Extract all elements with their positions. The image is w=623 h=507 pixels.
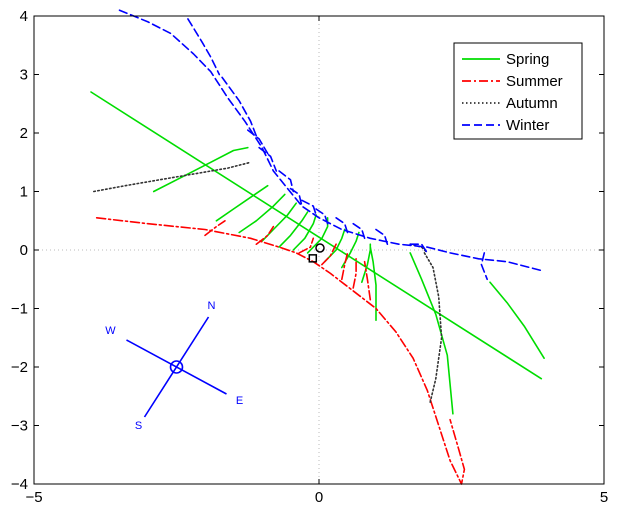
series-summer-segment-5	[340, 252, 349, 281]
series-winter	[118, 9, 543, 281]
compass-label-e: E	[236, 395, 243, 407]
y-tick-label: 4	[20, 8, 28, 25]
series-spring-segment-12	[409, 252, 454, 415]
compass: N E S W	[105, 300, 243, 432]
series-winter-segment-9	[335, 217, 349, 234]
compass-label-s: S	[135, 420, 142, 432]
compass-label-n: N	[208, 300, 216, 312]
compass-center-circle	[169, 360, 184, 374]
y-tick-label: −3	[11, 418, 28, 435]
series-winter-segment-11	[375, 228, 389, 245]
series-winter-segment-1	[187, 18, 221, 76]
series-summer-segment-2	[255, 225, 275, 245]
legend-label-summer: Summer	[506, 73, 563, 90]
series-autumn-segment-0	[93, 161, 252, 193]
series-summer-segment-6	[352, 257, 357, 289]
legend: Spring Summer Autumn Winter	[453, 42, 583, 140]
x-tick-label: 5	[600, 489, 608, 506]
series-spring-segment-2	[215, 184, 269, 222]
series-winter-segment-13	[480, 252, 489, 281]
y-tick-label: 0	[20, 242, 28, 259]
series-summer-segment-4	[321, 243, 337, 266]
y-tick-label: 2	[20, 125, 28, 142]
series-winter-segment-2	[221, 76, 258, 137]
series-winter-segment-8	[315, 208, 329, 225]
x-tick-label: 0	[315, 489, 323, 506]
series-summer-segment-7	[363, 260, 372, 301]
y-tick-label: −4	[11, 476, 28, 493]
series-winter-segment-12	[409, 243, 429, 254]
series-winter-segment-7	[301, 199, 317, 216]
series-winter-segment-6	[289, 187, 303, 207]
series-winter-segment-0	[118, 9, 543, 272]
origin-circle-marker	[315, 243, 325, 253]
x-tick-label: −5	[25, 489, 42, 506]
series-winter-segment-5	[278, 170, 295, 193]
legend-label-spring: Spring	[506, 51, 549, 68]
axis-ticks: −5 0 5 4 3 2 1 0 −1 −2 −3 −4	[11, 8, 608, 506]
compass-north-south-axis	[143, 316, 210, 418]
series-spring-segment-11	[369, 246, 377, 322]
series-spring-segment-0	[90, 91, 543, 380]
y-tick-label: 1	[20, 184, 28, 201]
series-winter-segment-4	[258, 146, 278, 172]
series-spring-segment-6	[292, 214, 317, 251]
y-tick-label: −2	[11, 359, 28, 376]
compass-label-w: W	[105, 325, 116, 337]
series-summer-segment-3	[298, 237, 315, 254]
y-tick-label: 3	[20, 67, 28, 84]
grid-lines	[34, 16, 604, 484]
series-spring-segment-1	[152, 146, 249, 193]
y-tick-label: −1	[11, 301, 28, 318]
legend-label-winter: Winter	[506, 117, 549, 134]
series-spring-segment-3	[238, 193, 286, 234]
series-spring-segment-5	[278, 211, 309, 248]
origin-markers	[308, 243, 325, 263]
origin-square-marker	[308, 254, 318, 263]
series-winter-segment-3	[247, 129, 269, 155]
series-winter-segment-10	[352, 222, 366, 240]
series-autumn-segment-1	[423, 252, 443, 403]
legend-label-autumn: Autumn	[506, 95, 558, 112]
series-spring-segment-13	[489, 281, 545, 360]
series-summer-segment-1	[204, 220, 226, 237]
